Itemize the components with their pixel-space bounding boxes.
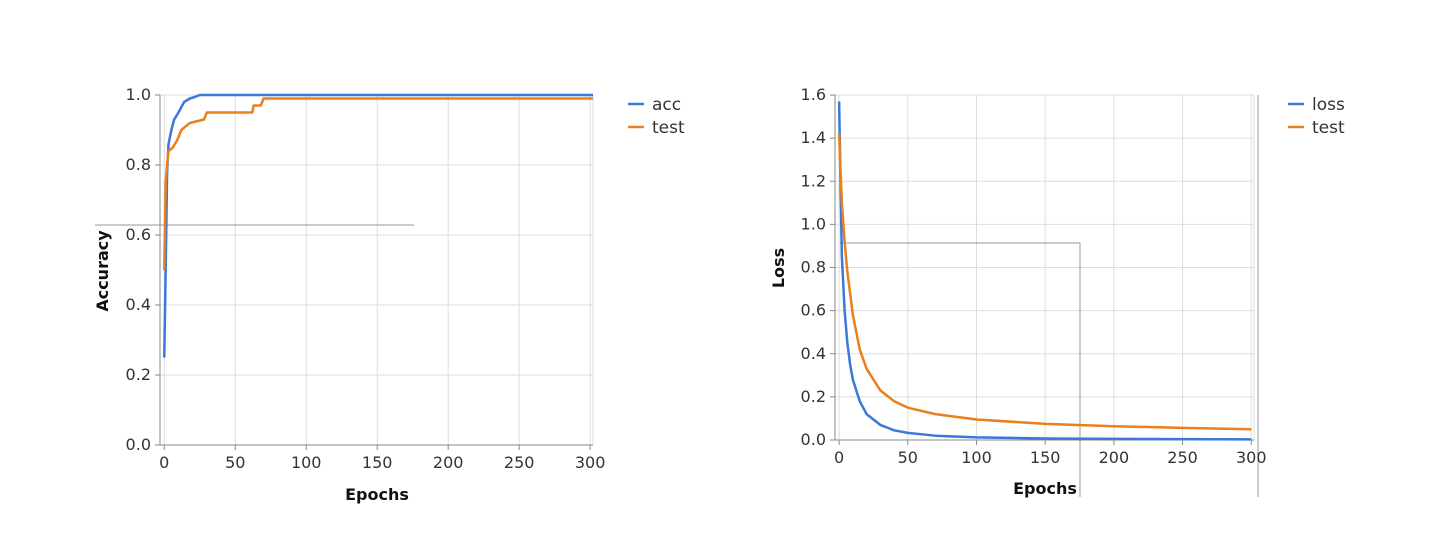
loss-y-tick-label: 0.2 <box>801 387 826 406</box>
loss-overlay-frame <box>840 242 1081 497</box>
accuracy-x-tick-label: 100 <box>291 453 322 472</box>
loss-y-tick-label: 1.2 <box>801 171 826 190</box>
accuracy-legend-label-test: test <box>652 118 685 138</box>
loss-y-tick-label: 0.8 <box>801 258 826 277</box>
accuracy-series-test-line <box>163 97 593 271</box>
loss-legend-label-test: test <box>1312 118 1345 138</box>
accuracy-gridlines <box>160 94 594 446</box>
accuracy-x-tick-label: 50 <box>225 453 245 472</box>
accuracy-x-axis-title: Epochs <box>345 485 409 504</box>
accuracy-series-acc-line <box>163 93 593 358</box>
loss-x-tick-label: 0 <box>834 448 844 467</box>
loss-y-tick-label: 0.6 <box>801 301 826 320</box>
accuracy-y-tick-label: 0.6 <box>126 225 151 244</box>
accuracy-ticks: 0 50 100 150 200 250 300 0.0 0.2 0.4 0.6 0.8 1.0 <box>126 85 606 472</box>
loss-y-tick-label: 1.4 <box>801 128 826 147</box>
accuracy-y-tick-label: 0.4 <box>126 295 151 314</box>
loss-y-axis-title: Loss <box>769 248 788 288</box>
loss-x-tick-label: 300 <box>1236 448 1267 467</box>
loss-x-axis-title: Epochs <box>1013 479 1077 498</box>
loss-x-tick-label: 50 <box>898 448 918 467</box>
accuracy-y-tick-label: 0.8 <box>126 155 151 174</box>
accuracy-axes <box>159 95 593 446</box>
loss-series-loss-line <box>837 101 1252 441</box>
accuracy-legend-label-acc: acc <box>652 95 681 115</box>
accuracy-y-tick-label: 1.0 <box>126 85 151 104</box>
loss-x-tick-label: 150 <box>1030 448 1061 467</box>
loss-y-tick-label: 0.4 <box>801 344 826 363</box>
loss-gridlines <box>835 94 1255 441</box>
accuracy-series <box>163 93 593 358</box>
loss-series-test-line <box>837 133 1252 431</box>
accuracy-legend: acc test <box>628 95 685 138</box>
loss-chart: 0 50 100 150 200 250 300 0.0 0.2 0.4 0.6 0.8 1.0 1.2 1… <box>769 85 1345 498</box>
loss-legend: loss test <box>1288 95 1345 138</box>
accuracy-y-tick-label: 0.0 <box>126 435 151 454</box>
loss-ticks: 0 50 100 150 200 250 300 0.0 0.2 0.4 0.6 0.8 1.0 1.2 1… <box>801 85 1267 467</box>
accuracy-y-axis-title: Accuracy <box>93 230 112 312</box>
loss-y-tick-label: 1.6 <box>801 85 826 104</box>
loss-x-tick-label: 100 <box>961 448 992 467</box>
loss-y-tick-label: 1.0 <box>801 214 826 233</box>
accuracy-x-tick-label: 200 <box>433 453 464 472</box>
accuracy-x-tick-label: 0 <box>159 453 169 472</box>
accuracy-x-tick-label: 250 <box>504 453 535 472</box>
accuracy-x-tick-label: 150 <box>362 453 393 472</box>
accuracy-x-tick-label: 300 <box>575 453 606 472</box>
accuracy-chart: 0 50 100 150 200 250 300 0.0 0.2 0.4 0.6 0.8 1.0 Epo… <box>93 85 685 504</box>
loss-x-tick-label: 200 <box>1099 448 1130 467</box>
accuracy-y-tick-label: 0.2 <box>126 365 151 384</box>
loss-y-tick-label: 0.0 <box>801 430 826 449</box>
loss-x-tick-label: 250 <box>1167 448 1198 467</box>
loss-series <box>837 101 1252 441</box>
loss-legend-label-loss: loss <box>1312 95 1345 115</box>
